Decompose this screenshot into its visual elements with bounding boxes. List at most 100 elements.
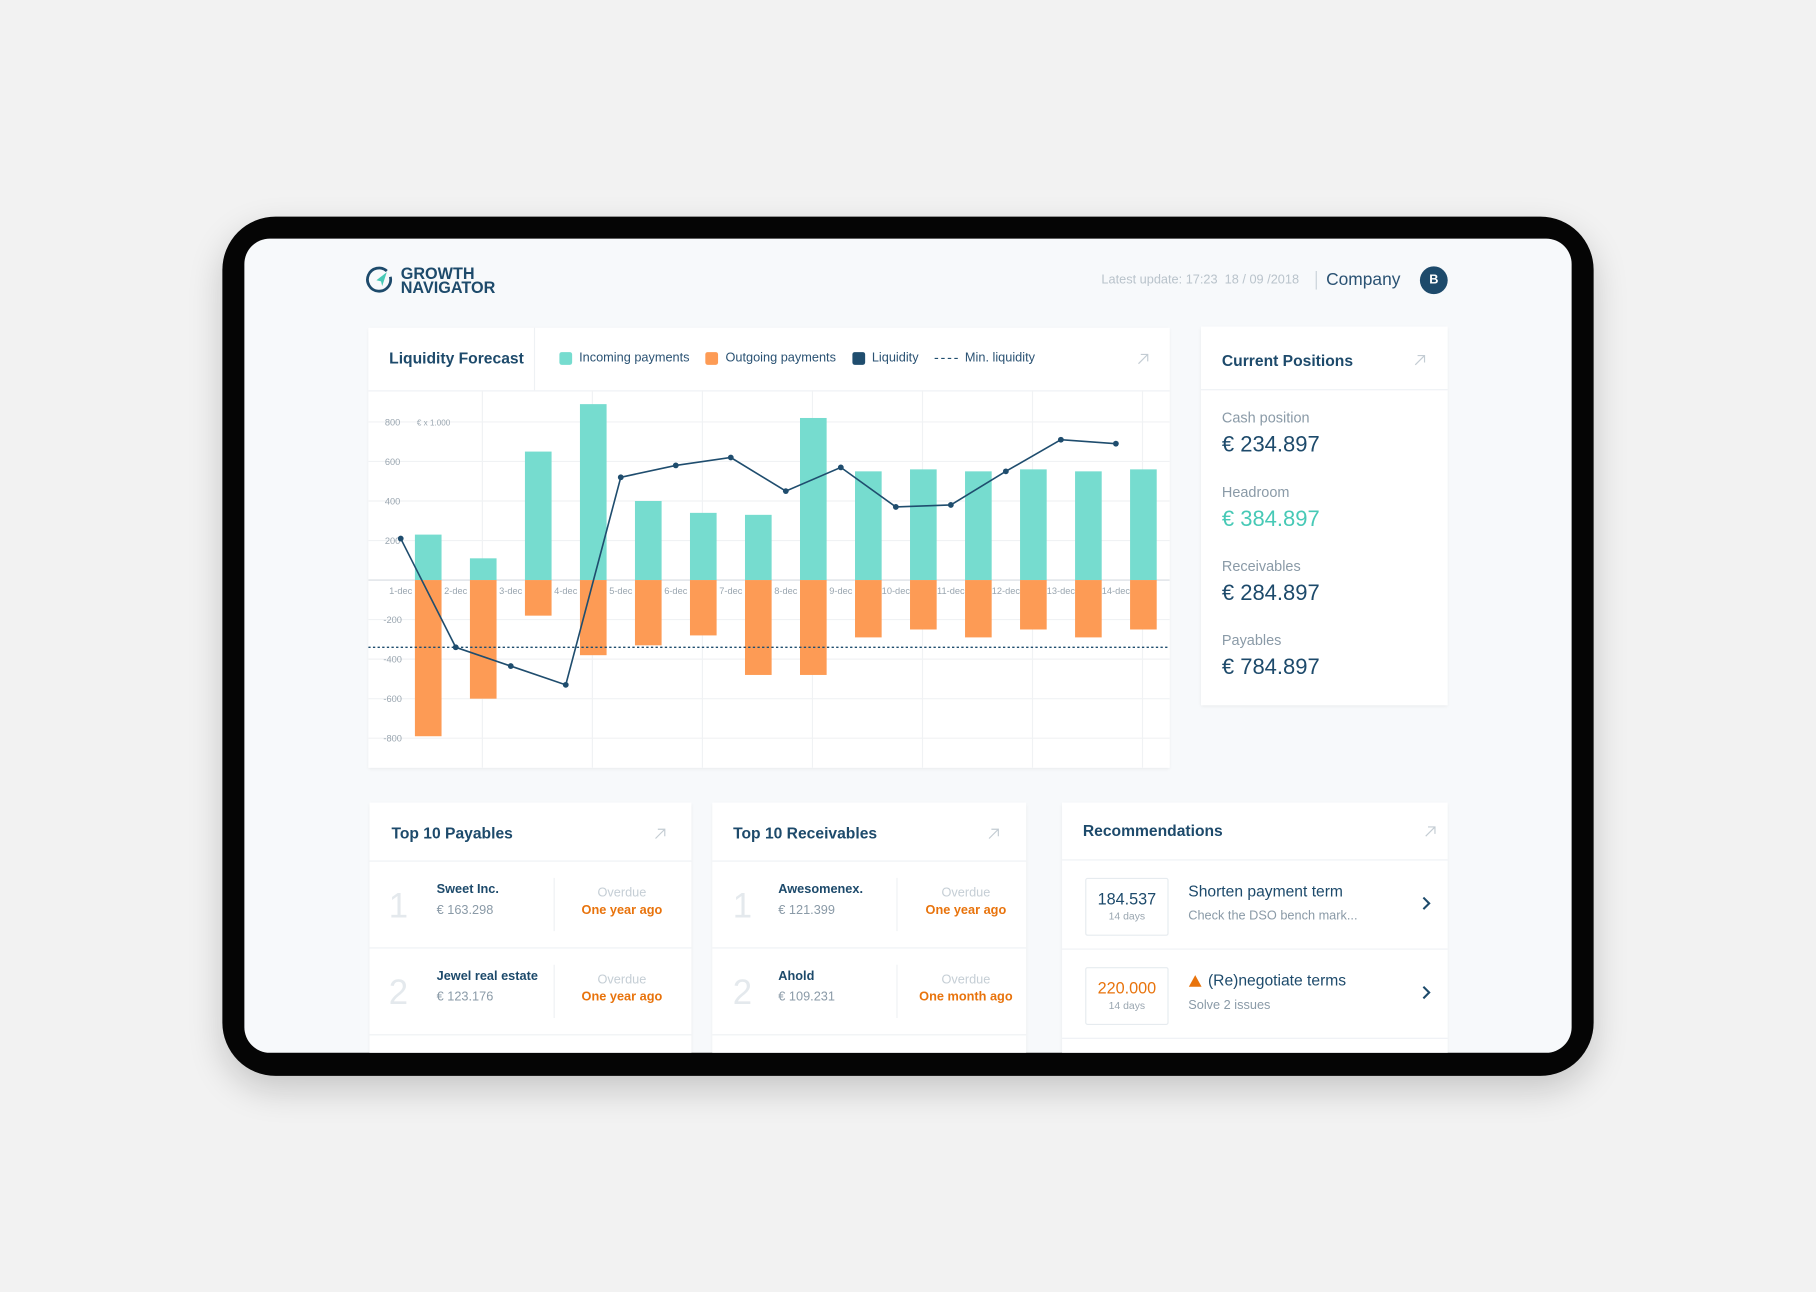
legend-label: Outgoing payments bbox=[725, 350, 836, 365]
y-tick-label: 200 bbox=[385, 536, 400, 546]
y-tick-label: -800 bbox=[383, 734, 402, 744]
bar bbox=[744, 580, 772, 675]
y-tick-label: -600 bbox=[383, 694, 402, 704]
row-divider bbox=[896, 877, 898, 932]
status: One year ago bbox=[925, 903, 1007, 918]
line-point bbox=[1057, 436, 1064, 443]
chevron-path bbox=[1422, 986, 1431, 1000]
chart: -800 -600 -400 -200 200 400 600 800 € x 1.000 1-d… bbox=[368, 390, 1170, 768]
bar bbox=[469, 580, 497, 699]
company[interactable]: Company bbox=[1326, 269, 1401, 290]
card-title: Current Positions bbox=[1221, 352, 1354, 370]
avatar[interactable]: B bbox=[1419, 266, 1448, 295]
line-point bbox=[562, 681, 569, 688]
chevron-path bbox=[1422, 896, 1431, 910]
row-amount: € 123.176 bbox=[436, 990, 494, 1005]
unit-label: € x 1.000 bbox=[417, 418, 451, 427]
x-tick-label: 11-dec bbox=[937, 586, 965, 596]
legend-item[interactable]: Liquidity bbox=[852, 351, 919, 365]
chart-title: Liquidity Forecast bbox=[389, 349, 524, 368]
x-tick-label: 9-dec bbox=[829, 586, 853, 596]
position-value: € 784.897 bbox=[1221, 655, 1320, 680]
line-point bbox=[727, 454, 734, 461]
line-point bbox=[397, 535, 404, 542]
latest-update: Latest update: 17:23 18 / 09 /2018 bbox=[1101, 273, 1299, 287]
rec-title: (Re)negotiate terms bbox=[1207, 971, 1347, 990]
table-row[interactable]: 1 Awesomenex. € 121.399 Overdue One year ago bbox=[712, 862, 1027, 949]
separator bbox=[533, 327, 536, 391]
rank: 2 bbox=[388, 974, 409, 1013]
legend-swatch bbox=[934, 357, 958, 359]
bar bbox=[1075, 580, 1102, 638]
x-tick-label: 6-dec bbox=[664, 586, 688, 596]
expand-icon[interactable] bbox=[652, 826, 668, 842]
recommendation[interactable]: 184.537 14 days Shorten payment term Check … bbox=[1062, 861, 1448, 950]
status-label: Overdue bbox=[941, 885, 991, 900]
status-label: Overdue bbox=[597, 885, 647, 900]
legend-item[interactable]: Outgoing payments bbox=[705, 350, 836, 365]
legend-swatch bbox=[705, 351, 719, 365]
y-tick-label: 400 bbox=[385, 496, 400, 506]
x-tick-label: 14-dec bbox=[1102, 586, 1131, 596]
bar bbox=[579, 404, 607, 581]
x-tick-label: 12-dec bbox=[992, 586, 1021, 596]
line-point bbox=[837, 464, 844, 471]
bar bbox=[469, 558, 497, 581]
position-value: € 234.897 bbox=[1221, 433, 1320, 458]
rec-detail: Solve 2 issues bbox=[1188, 998, 1271, 1013]
expand-icon[interactable] bbox=[1422, 823, 1438, 839]
position-label: Receivables bbox=[1221, 558, 1301, 575]
line-point bbox=[1112, 440, 1119, 447]
y-tick-label: -400 bbox=[383, 655, 402, 665]
legend: Incoming payments Outgoing payments Liquid… bbox=[559, 351, 1035, 365]
row-amount: € 109.231 bbox=[778, 990, 835, 1005]
value-box: 220.000 14 days bbox=[1085, 967, 1169, 1025]
line-point bbox=[507, 663, 514, 669]
line bbox=[399, 438, 1116, 686]
screen: GROWTH NAVIGATOR Latest update: 17:23 18… bbox=[244, 238, 1572, 1053]
line-point bbox=[452, 644, 459, 651]
recommendation[interactable]: 220.000 14 days (Re)negotiate terms Solve 2… bbox=[1062, 950, 1448, 1039]
legend-swatch bbox=[559, 351, 573, 365]
rec-title: Shorten payment term bbox=[1188, 882, 1343, 900]
bar bbox=[414, 580, 442, 737]
row-name: Jewel real estate bbox=[436, 969, 538, 984]
bar bbox=[689, 512, 717, 581]
position-label: Payables bbox=[1221, 632, 1282, 649]
position-value: € 284.897 bbox=[1221, 581, 1320, 606]
row-name: Sweet Inc. bbox=[436, 882, 499, 897]
divider bbox=[1201, 389, 1448, 391]
row-name: Awesomenex. bbox=[778, 882, 864, 897]
table-row[interactable]: 1 Sweet Inc. € 163.298 Overdue One year ago bbox=[369, 862, 692, 949]
recommendations-card: Recommendations 184.537 14 days Shorten pa… bbox=[1062, 802, 1448, 1053]
x-tick-label: 3-dec bbox=[499, 586, 523, 596]
divider bbox=[1062, 859, 1448, 861]
chart-card: Liquidity Forecast Incoming payments Outg… bbox=[368, 327, 1170, 768]
position-value: € 384.897 bbox=[1221, 507, 1320, 532]
chevron[interactable] bbox=[1420, 896, 1432, 910]
expand-icon[interactable] bbox=[1412, 352, 1428, 368]
legend-item[interactable]: Min. liquidity bbox=[934, 351, 1035, 365]
line-point bbox=[892, 504, 899, 510]
divider bbox=[712, 860, 1027, 862]
chevron[interactable] bbox=[1420, 986, 1432, 1000]
legend-item[interactable]: Incoming payments bbox=[559, 351, 690, 365]
positions-card: Current Positions Cash position € 234.897… bbox=[1201, 326, 1448, 706]
table-row[interactable]: 2 Jewel real estate € 123.176 Overdue One ye… bbox=[369, 949, 692, 1036]
card-title: Top 10 Payables bbox=[391, 824, 513, 842]
rec-value: 220.000 bbox=[1097, 978, 1157, 998]
expand-icon[interactable] bbox=[986, 826, 1002, 842]
table-row[interactable]: 2 Ahold € 109.231 Overdue One month ago bbox=[712, 949, 1027, 1036]
status-label: Overdue bbox=[941, 972, 991, 987]
x-tick-label: 7-dec bbox=[719, 586, 743, 596]
rank: 2 bbox=[732, 974, 753, 1013]
bar bbox=[1075, 471, 1102, 581]
update-time: Latest update: 17:23 bbox=[1101, 273, 1218, 288]
bar bbox=[910, 580, 937, 630]
x-tick-label: 5-dec bbox=[609, 586, 633, 596]
bar bbox=[524, 451, 552, 581]
x-tick-label: 1-dec bbox=[389, 586, 413, 596]
expand-icon[interactable] bbox=[1135, 351, 1151, 367]
card-title: Top 10 Receivables bbox=[733, 824, 878, 842]
